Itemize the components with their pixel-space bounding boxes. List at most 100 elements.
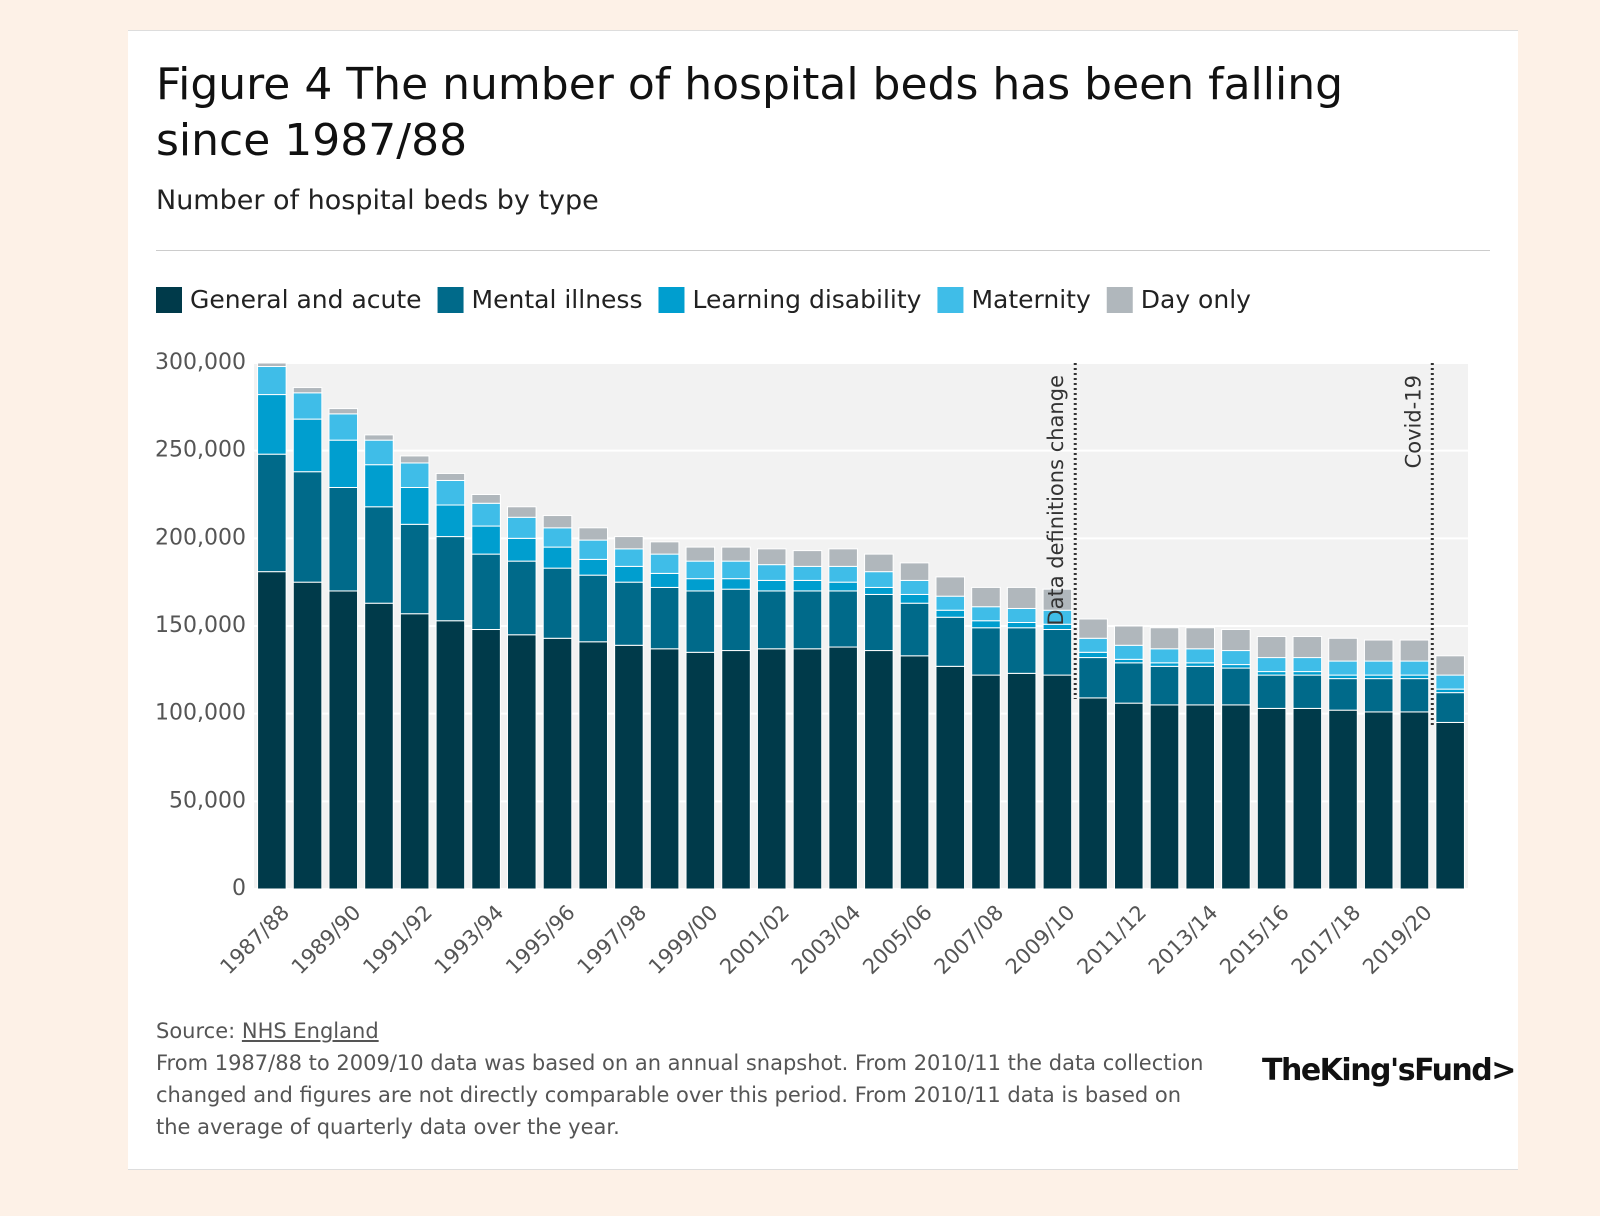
bar-segment [507,537,537,562]
bar-segment [1435,692,1465,723]
y-tick-label: 200,000 [155,525,246,550]
source-link[interactable]: NHS England [241,1019,379,1043]
bar-segment [756,564,787,581]
bar-segment [542,567,573,639]
bar-segment [792,579,823,592]
bar-segment [1149,627,1180,650]
bar-segment [1435,688,1465,694]
bar-segment [1114,658,1144,664]
bar-segment [328,590,359,890]
bar-segment [899,602,930,657]
bar-segment [1328,660,1358,676]
bar-segment [1256,674,1287,709]
bar-segment [1221,704,1251,890]
bar-segment [864,586,894,595]
bar-segment [1078,618,1108,639]
bar-segment [435,620,466,890]
legend-label: Day only [1141,285,1251,314]
bar-segment [399,462,430,488]
bar-segment [1221,629,1251,652]
bar-segment [685,546,716,562]
bar-segment [1256,671,1287,676]
x-tick-label: 1993/94 [430,900,509,979]
bar-segment [792,648,823,890]
x-tick-label: 2015/16 [1215,900,1294,979]
bar-segment [1221,650,1251,666]
bar-segment [542,515,573,529]
bar-segment [971,606,1001,622]
bar-segment [614,644,644,890]
bar-segment [364,464,394,508]
bar-segment [1328,637,1358,662]
bar-segment [542,546,573,569]
bar-segment [435,504,466,538]
bar-segment [828,548,858,567]
bar-segment [1006,672,1037,890]
bar-segment [257,453,287,573]
bar-segment [1006,627,1037,674]
bar-segment [1292,657,1323,673]
logo: TheKing'sFund> [1262,1053,1516,1088]
bar-segment [614,536,644,550]
bar-segment [756,548,787,566]
bar-segment [328,439,359,488]
bar-segment [935,595,966,611]
bar-segment [507,560,537,636]
bar-segment [1042,588,1073,611]
bar-segment [1435,655,1465,676]
bar-segment [1328,678,1358,711]
bar-segment [756,579,787,592]
y-tick-label: 50,000 [169,788,246,813]
bar-segment [899,562,930,581]
x-tick-label: 2007/08 [930,900,1009,979]
x-tick-label: 2013/14 [1144,900,1223,979]
x-tick-label: 2011/12 [1072,900,1151,979]
bar-segment [578,574,608,643]
y-tick-label: 300,000 [155,350,246,375]
bar-segment [685,578,716,592]
bar-segment [507,506,537,518]
bar-segment [1114,644,1144,660]
bar-segment [1185,704,1215,890]
bar-segment [328,408,359,415]
bar-segment [328,486,359,592]
bar-segment [1114,662,1144,704]
bar-segment [1042,629,1073,676]
bar-segment [1078,697,1108,890]
bar-segment [828,581,858,592]
bar-segment [1363,639,1394,662]
bar-segment [1185,662,1215,667]
bar-segment [1399,678,1430,713]
x-tick-label: 2009/10 [1001,900,1080,979]
legend-label: Learning disability [692,285,921,314]
bar-segment [257,366,287,396]
bar-segment [864,571,894,588]
bar-segment [971,620,1001,629]
bar-segment [864,650,894,890]
bar-segment [578,539,608,560]
bar-segment [257,394,287,455]
bar-segment [935,576,966,597]
bar-segment [292,418,323,473]
bar-segment [399,455,430,464]
bar-segment [1114,625,1144,646]
bar-segment [1256,657,1287,673]
legend-label: General and acute [190,285,422,314]
bar-segment [471,629,501,890]
bar-segment [1078,637,1108,653]
bar-segment [1149,648,1180,664]
bar-segment [1435,721,1465,890]
bar-segment [935,609,966,618]
bar-segment [864,593,894,652]
bar-segment [435,479,466,506]
bar-segment [1292,671,1323,676]
divider [156,250,1490,251]
bar-segment [721,650,751,890]
bar-segment [721,588,751,652]
bar-segment [1363,678,1394,713]
bar-segment [507,634,537,890]
bar-segment [435,472,466,481]
bar-segment [649,572,680,588]
bar-segment [1399,674,1430,680]
legend-label: Maternity [971,285,1091,314]
